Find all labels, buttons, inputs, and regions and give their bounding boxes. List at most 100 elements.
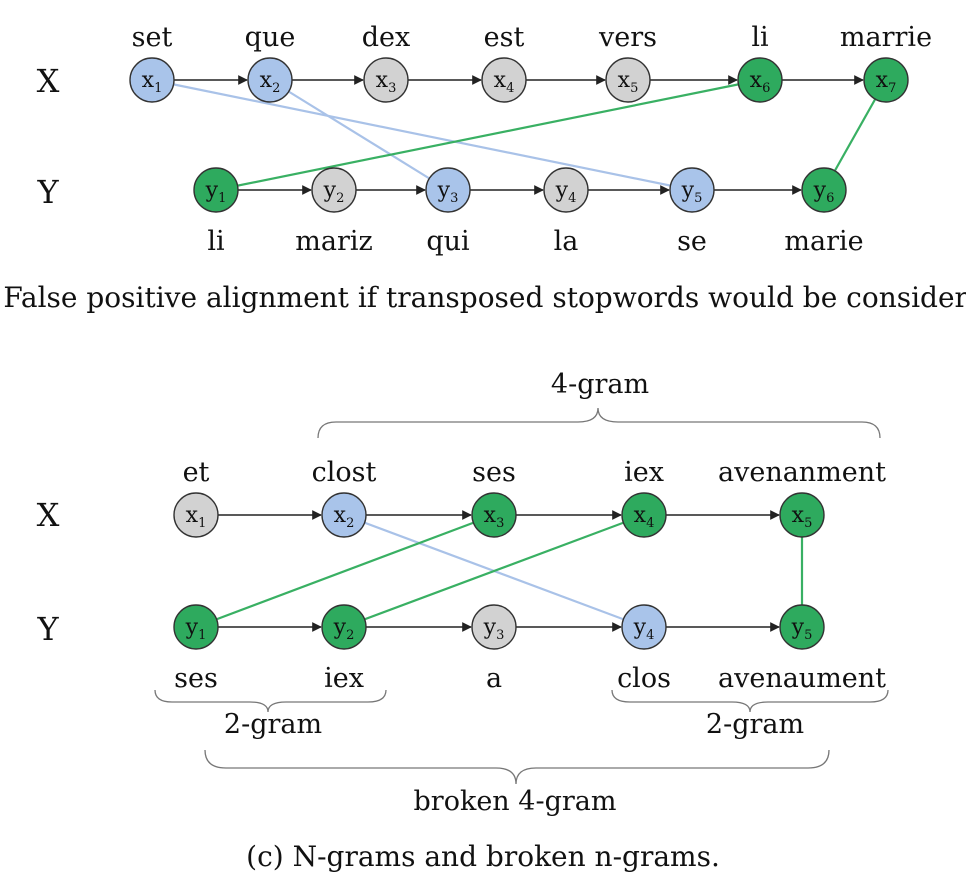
node-label: y3	[437, 178, 459, 206]
node-label: y4	[633, 615, 655, 643]
word-label-x2: clost	[312, 457, 377, 488]
node-x4: x4 est	[481, 22, 527, 103]
node-label: x5	[792, 503, 813, 531]
brace-right-2gram	[611, 689, 889, 713]
node-y3: y3 qui	[425, 167, 471, 257]
node-label: x3	[484, 503, 505, 531]
label-left-2gram: 2-gram	[224, 709, 322, 740]
nodes: x1 et x2 clost x3 ses x4 iex x5 avenanment y1 ses y2…	[173, 457, 886, 694]
node-label: y2	[323, 178, 345, 206]
node-x4: x4 iex	[621, 457, 667, 538]
node-label: x5	[618, 68, 639, 96]
node-y4: y4 clos	[617, 604, 671, 694]
node-y5: y5 se	[669, 167, 715, 257]
word-label-y6: marie	[784, 226, 863, 257]
brace-top-4gram	[317, 407, 881, 439]
node-x3: x3 dex	[362, 22, 411, 103]
alignment-link-x6-y1	[215, 78, 761, 192]
node-circle	[173, 604, 219, 650]
node-y6: y6 marie	[784, 167, 864, 257]
word-label-x2: que	[245, 22, 296, 53]
label-top-4gram: 4-gram	[551, 369, 649, 400]
row-label-y: Y	[36, 610, 59, 648]
node-x3: x3 ses	[471, 457, 517, 538]
node-label: x7	[876, 68, 897, 96]
node-y1: y1 ses	[173, 604, 219, 694]
node-circle	[779, 492, 825, 538]
word-label-y1: ses	[174, 663, 218, 694]
node-circle	[193, 167, 239, 213]
node-circle	[801, 167, 847, 213]
word-label-x5: vers	[598, 22, 657, 53]
node-circle	[481, 57, 527, 103]
node-x6: x6 li	[737, 22, 783, 103]
alignment-link-x1-y5	[151, 78, 693, 192]
word-label-x3: dex	[362, 22, 411, 53]
node-label: x1	[142, 68, 163, 96]
caption-c: (c) N-grams and broken n-grams.	[246, 840, 720, 873]
node-x5: x5 vers	[598, 22, 657, 103]
node-label: y4	[555, 178, 577, 206]
word-label-y4: la	[554, 226, 579, 257]
word-label-y2: mariz	[295, 226, 372, 257]
node-circle	[363, 57, 409, 103]
panel-b: X Y x1 set x2 que x3 dex x4 est x5 vers x6 li x7 marr…	[0, 22, 966, 314]
node-circle	[173, 492, 219, 538]
row-label-x: X	[37, 496, 60, 534]
word-label-x3: ses	[472, 457, 516, 488]
node-label: x2	[260, 68, 281, 96]
nodes: x1 set x2 que x3 dex x4 est x5 vers x6 li x7 marrie y1…	[129, 22, 932, 257]
node-circle	[311, 167, 357, 213]
node-x2: x2 clost	[312, 457, 377, 538]
word-label-y3: qui	[426, 226, 470, 257]
brace-left-2gram	[154, 689, 387, 713]
node-label: x3	[376, 68, 397, 96]
node-label: x2	[334, 503, 355, 531]
node-circle	[321, 604, 367, 650]
caption-b: (b) False positive alignment if transpos…	[0, 281, 966, 314]
node-label: y2	[333, 615, 355, 643]
word-label-y5: avenaument	[718, 663, 886, 694]
word-label-x1: et	[183, 457, 210, 488]
word-label-x1: set	[132, 22, 173, 53]
node-label: x6	[750, 68, 771, 96]
word-label-x6: li	[751, 22, 769, 53]
node-circle	[471, 604, 517, 650]
word-label-y2: iex	[324, 663, 364, 694]
node-circle	[321, 492, 367, 538]
node-y2: y2 iex	[321, 604, 367, 694]
node-label: y1	[205, 178, 227, 206]
node-circle	[621, 604, 667, 650]
node-x2: x2 que	[245, 22, 296, 103]
node-label: y5	[681, 178, 703, 206]
alignment-link-x4-y2	[343, 513, 645, 629]
word-label-y5: se	[677, 226, 707, 257]
word-label-y4: clos	[617, 663, 671, 694]
label-broken-4gram: broken 4-gram	[414, 786, 617, 817]
node-circle	[471, 492, 517, 538]
node-y2: y2 mariz	[295, 167, 373, 257]
node-circle	[425, 167, 471, 213]
alignment-link-x3-y1	[195, 513, 495, 629]
panel-c: X Y 4-gram 2-gram 2-gram broken 4-gram x…	[36, 369, 889, 873]
word-label-x4: iex	[624, 457, 664, 488]
node-x1: x1 set	[129, 22, 175, 103]
node-label: y5	[791, 615, 813, 643]
brace-broken-4gram	[204, 749, 830, 785]
sequence-arrows	[174, 75, 864, 195]
node-circle	[737, 57, 783, 103]
alignment-link-x2-y3	[269, 79, 449, 191]
node-circle	[543, 167, 589, 213]
word-label-x7: marrie	[840, 22, 932, 53]
node-label: y1	[185, 615, 207, 643]
node-circle	[247, 57, 293, 103]
node-circle	[779, 604, 825, 650]
node-circle	[129, 57, 175, 103]
node-x5: x5 avenanment	[718, 457, 886, 538]
node-x1: x1 et	[173, 457, 219, 538]
node-x7: x7 marrie	[840, 22, 932, 103]
word-label-y1: li	[207, 226, 225, 257]
word-label-x4: est	[484, 22, 525, 53]
label-right-2gram: 2-gram	[706, 709, 804, 740]
